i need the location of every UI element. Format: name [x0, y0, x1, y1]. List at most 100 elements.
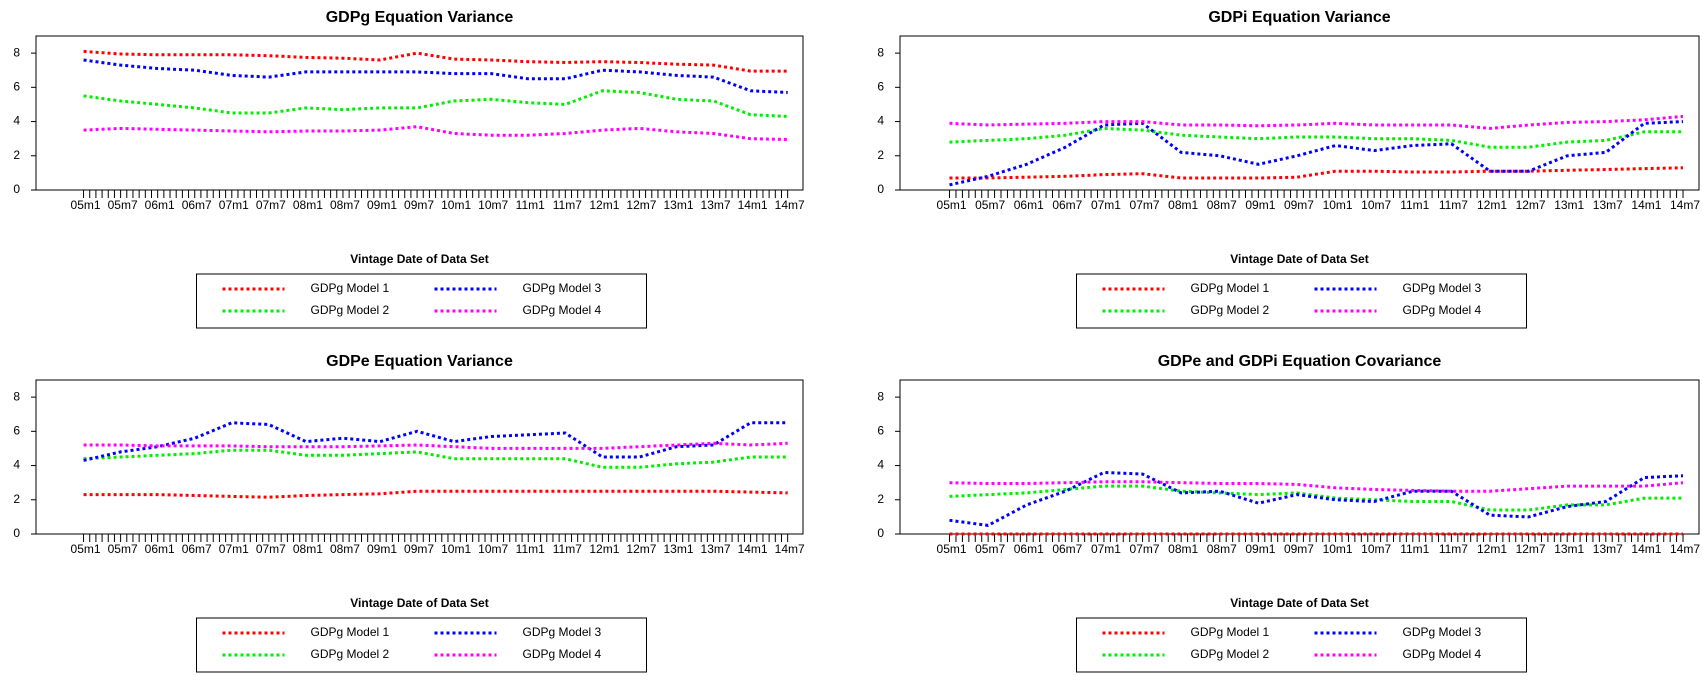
legend: GDPg Model 1 GDPg Model 2 GDPg Model 3 GDPg…: [196, 617, 647, 673]
y-tick-label: 8: [13, 45, 20, 59]
chart-title: GDPg Equation Variance: [326, 9, 514, 26]
x-tick-label: 09m1: [1245, 542, 1275, 556]
legend-label: GDPg Model 2: [1191, 647, 1270, 661]
x-tick-label: 10m1: [1323, 542, 1353, 556]
chart-panel: GDPe Equation Variance 0 2 4 6 8 05m1 05m7 06m1 0…: [13, 353, 805, 673]
x-tick-label: 05m7: [108, 198, 138, 212]
x-tick-label: 10m1: [441, 198, 471, 212]
legend-box: [1076, 617, 1527, 673]
y-tick-label: 0: [877, 526, 884, 540]
x-tick-label: 11m1: [1400, 542, 1429, 556]
x-tick-label: 12m7: [626, 542, 656, 556]
chart-panel: GDPi Equation Variance 0 2 4 6 8 05m1 05m7 06m1 0…: [877, 9, 1700, 329]
chart-title: GDPi Equation Variance: [1208, 9, 1390, 26]
x-tick-label: 13m7: [701, 198, 731, 212]
x-tick-label: 06m7: [182, 198, 212, 212]
x-tick-label: 12m1: [589, 198, 619, 212]
legend-label: GDPg Model 1: [311, 625, 390, 639]
series-line: [83, 89, 788, 118]
x-tick-label: 05m1: [937, 198, 967, 212]
x-tick-label: 14m7: [1670, 542, 1700, 556]
series-line: [83, 448, 788, 469]
y-tick-label: 4: [13, 114, 20, 128]
series-line: [949, 166, 1684, 180]
x-tick-label: 14m7: [775, 542, 805, 556]
x-tick-label: 06m7: [1052, 198, 1082, 212]
legend-label: GDPg Model 1: [311, 281, 390, 295]
x-tick-label: 08m1: [1168, 198, 1198, 212]
y-tick-label: 8: [13, 389, 20, 403]
y-tick-label: 8: [877, 45, 884, 59]
y-tick-label: 2: [877, 148, 884, 162]
x-tick-label: 13m7: [1593, 198, 1623, 212]
x-tick-label: 10m7: [1361, 542, 1391, 556]
x-tick-label: 14m7: [1670, 198, 1700, 212]
x-tick-label: 07m1: [1091, 198, 1121, 212]
series-line: [83, 58, 788, 94]
x-tick-label: 07m1: [1091, 542, 1121, 556]
x-tick-label: 13m1: [1554, 542, 1584, 556]
x-tick-label: 14m1: [738, 198, 768, 212]
x-tick-label: 09m7: [404, 542, 434, 556]
x-tick-label: 06m7: [182, 542, 212, 556]
y-tick-label: 6: [13, 424, 20, 438]
x-tick-label: 13m1: [663, 542, 693, 556]
x-tick-label: 09m1: [367, 198, 397, 212]
plot-frame: [35, 35, 804, 191]
y-tick-label: 2: [13, 148, 20, 162]
y-tick-label: 0: [13, 182, 20, 196]
x-tick-label: 12m7: [1516, 198, 1546, 212]
x-tick-label: 13m7: [1593, 542, 1623, 556]
legend-label: GDPg Model 4: [523, 303, 602, 317]
x-tick-label: 11m7: [1439, 542, 1468, 556]
legend-label: GDPg Model 1: [1191, 281, 1270, 295]
plot-frame: [899, 35, 1700, 191]
x-tick-label: 14m1: [738, 542, 768, 556]
x-tick-label: 06m7: [1052, 542, 1082, 556]
x-tick-label: 07m7: [1130, 542, 1160, 556]
x-tick-label: 07m1: [219, 542, 249, 556]
x-tick-label: 11m1: [516, 198, 545, 212]
x-tick-label: 14m7: [775, 198, 805, 212]
legend-label: GDPg Model 3: [523, 625, 602, 639]
legend: GDPg Model 1 GDPg Model 2 GDPg Model 3 GDPg…: [196, 273, 647, 329]
x-tick-label: 08m7: [1207, 542, 1237, 556]
x-tick-label: 08m7: [330, 198, 360, 212]
legend-label: GDPg Model 2: [311, 647, 390, 661]
legend: GDPg Model 1 GDPg Model 2 GDPg Model 3 GDPg…: [1076, 273, 1527, 329]
x-tick-label: 06m1: [145, 542, 175, 556]
x-tick-label: 08m1: [293, 198, 323, 212]
series-line: [949, 126, 1683, 149]
y-tick-label: 6: [13, 80, 20, 94]
legend-label: GDPg Model 1: [1191, 625, 1270, 639]
x-tick-label: 07m7: [256, 542, 286, 556]
x-tick-label: 11m7: [553, 198, 582, 212]
x-tick-label: 05m1: [71, 542, 101, 556]
y-tick-label: 8: [877, 389, 884, 403]
plot-frame: [899, 379, 1700, 535]
x-tick-label: 05m1: [71, 198, 101, 212]
x-tick-label: 09m7: [1284, 542, 1314, 556]
legend-label: GDPg Model 4: [523, 647, 602, 661]
series-line: [83, 489, 788, 499]
x-tick-label: 10m1: [1323, 198, 1353, 212]
x-tick-label: 08m1: [1168, 542, 1198, 556]
x-tick-label: 10m7: [1361, 198, 1391, 212]
y-tick-label: 0: [13, 526, 20, 540]
series-line: [83, 421, 788, 462]
x-tick-label: 09m7: [404, 198, 434, 212]
legend-box: [1076, 273, 1527, 329]
x-axis-label: Vintage Date of Data Set: [1230, 596, 1368, 610]
legend-label: GDPg Model 3: [1403, 281, 1482, 295]
x-tick-label: 08m7: [1207, 198, 1237, 212]
x-axis-label: Vintage Date of Data Set: [350, 252, 488, 266]
chart-title: GDPe Equation Variance: [326, 353, 513, 370]
series-line: [949, 470, 1684, 527]
x-tick-label: 10m1: [441, 542, 471, 556]
x-tick-label: 14m1: [1631, 542, 1661, 556]
legend-label: GDPg Model 4: [1403, 647, 1482, 661]
x-tick-label: 06m1: [1014, 198, 1044, 212]
legend-label: GDPg Model 4: [1403, 303, 1482, 317]
x-tick-label: 13m1: [1554, 198, 1584, 212]
